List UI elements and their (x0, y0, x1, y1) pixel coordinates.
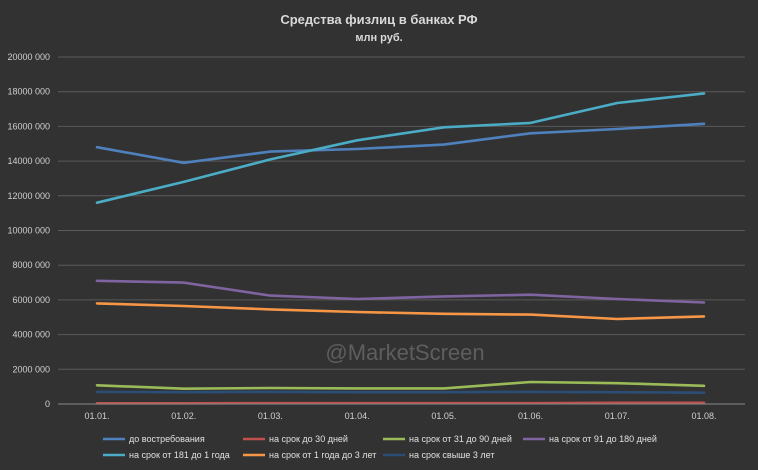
x-tick-label: 01.06. (518, 411, 543, 421)
x-tick-label: 01.08. (691, 411, 716, 421)
y-tick-label: 16000 000 (7, 121, 50, 131)
y-tick-label: 2000 000 (12, 364, 50, 374)
series-line-5 (95, 92, 706, 204)
legend-label: на срок от 1 года до 3 лет (269, 450, 376, 460)
x-tick-label: 01.05. (431, 411, 456, 421)
y-tick-label: 10000 000 (7, 226, 50, 236)
chart-title: Средства физлиц в банках РФ (280, 12, 477, 27)
series-line-6 (95, 302, 706, 321)
y-tick-label: 14000 000 (7, 156, 50, 166)
legend: до востребования на срок до 30 дней на сро… (103, 434, 657, 460)
series-layer (95, 92, 706, 405)
grid-layer (58, 56, 745, 370)
x-tick-label: 01.04. (345, 411, 370, 421)
x-tick-label: 01.01. (84, 411, 109, 421)
y-tick-label: 4000 000 (12, 330, 50, 340)
axis-layer: 0 2000 000 4000 000 6000 000 8000 000 10000 0… (7, 52, 745, 421)
series-line-7 (95, 390, 706, 395)
series-line-4 (95, 279, 706, 304)
series-line-1 (95, 122, 706, 165)
x-tick-label: 01.07. (605, 411, 630, 421)
x-tick-label: 01.03. (258, 411, 283, 421)
series-line-3 (95, 380, 706, 391)
y-tick-label: 0 (45, 399, 50, 409)
legend-label: на срок свыше 3 лет (409, 450, 495, 460)
legend-label: на срок от 31 до 90 дней (409, 434, 512, 444)
y-tick-label: 18000 000 (7, 87, 50, 97)
chart-subtitle: млн руб. (355, 32, 402, 44)
legend-label: на срок до 30 дней (269, 434, 348, 444)
legend-label: на срок от 91 до 180 дней (549, 434, 657, 444)
y-tick-label: 6000 000 (12, 295, 50, 305)
watermark-text: @MarketScreen (325, 340, 484, 365)
y-tick-label: 12000 000 (7, 191, 50, 201)
legend-label: до востребования (129, 434, 205, 444)
y-tick-label: 8000 000 (12, 260, 50, 270)
series-line-2 (95, 401, 706, 405)
x-tick-label: 01.02. (171, 411, 196, 421)
legend-label: на срок от 181 до 1 года (129, 450, 230, 460)
y-tick-label: 20000 000 (7, 52, 50, 62)
